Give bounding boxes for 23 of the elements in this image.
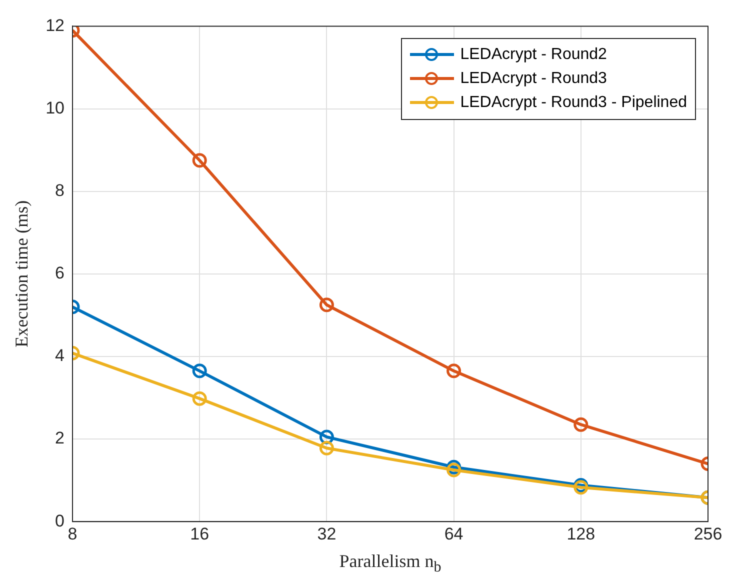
x-tick-label: 64 [444,524,464,544]
y-axis-title: Execution time (ms) [12,200,32,348]
legend-label: LEDAcrypt - Round3 - Pipelined [460,94,687,112]
y-tick-label: 6 [55,264,65,283]
legend-label: LEDAcrypt - Round3 [460,70,607,88]
x-tick-label: 16 [190,524,210,544]
y-tick-label: 8 [55,181,65,200]
point [446,462,462,478]
x-tick-label: 256 [694,524,722,544]
y-tick-label: 2 [55,428,65,448]
point [319,440,334,456]
point [446,364,462,378]
y-tick-label: 10 [46,98,65,118]
x-tick-label: 128 [566,524,596,544]
x-tick-label: 8 [68,524,78,544]
x-axis-title: Parallelism n$_{b}$ [338,551,442,577]
y-tick-label: 12 [46,16,65,35]
point [319,298,334,312]
y-tick-label: 4 [55,346,65,366]
x-tick-label: 32 [317,524,336,544]
legend-label: LEDAcrypt - Round2 [460,46,607,64]
y-tick-label: 0 [55,511,65,530]
point [574,417,588,432]
